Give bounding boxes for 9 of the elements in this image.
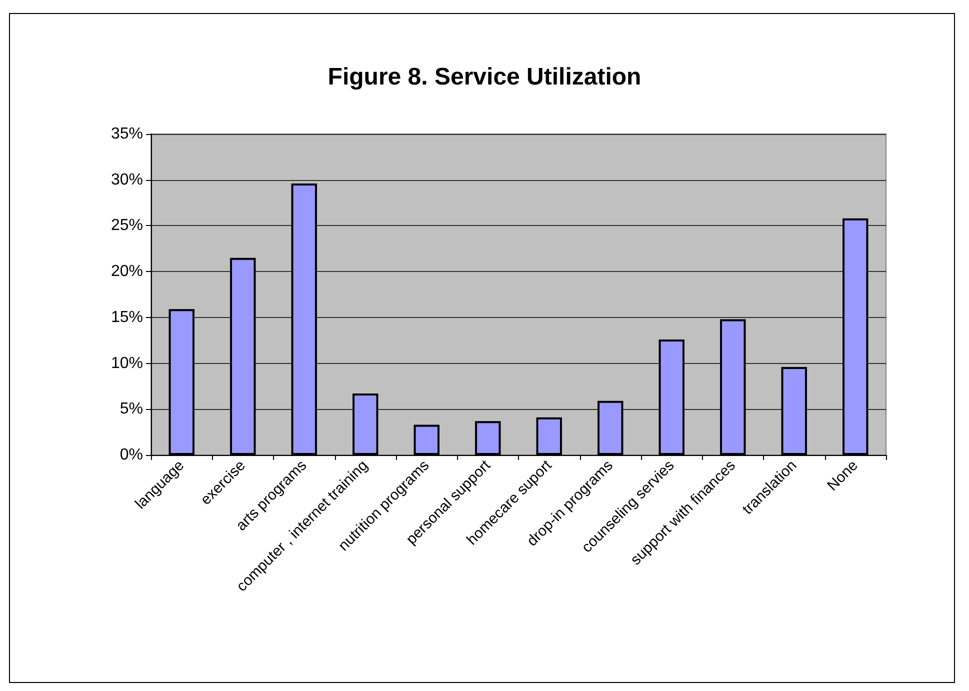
y-tick-label: 15% — [110, 308, 143, 326]
chart-title: Figure 8. Service Utilization — [328, 64, 642, 90]
y-tick-label: 5% — [120, 400, 143, 418]
y-tick-label: 20% — [110, 263, 143, 280]
y-tick-label: 30% — [110, 171, 143, 188]
y-tick-label: 35% — [110, 126, 143, 142]
y-tick-label: 25% — [110, 217, 143, 234]
y-tick-label: 0% — [120, 446, 143, 464]
y-tick-label: 10% — [110, 354, 143, 372]
